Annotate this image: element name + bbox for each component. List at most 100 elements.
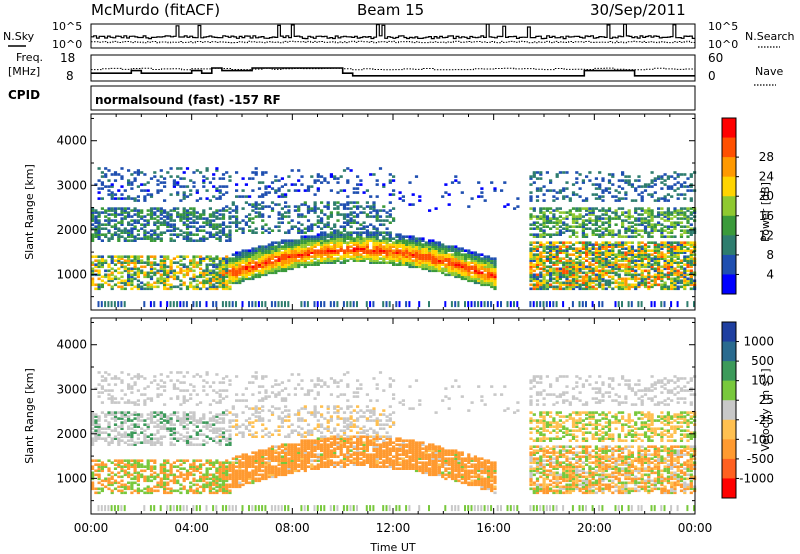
power-cell [205, 223, 209, 226]
power-cell [369, 173, 373, 176]
power-cell [591, 273, 595, 277]
freq-trace [91, 67, 695, 77]
power-cell [611, 277, 615, 281]
power-cell [270, 301, 273, 308]
velocity-cell [127, 459, 131, 462]
power-cell [336, 181, 340, 184]
power-cell [107, 275, 111, 279]
power-cell [657, 275, 661, 279]
power-cell [261, 201, 265, 204]
power-cell [542, 193, 546, 196]
power-cell [336, 219, 340, 222]
power-cell [477, 275, 481, 279]
velocity-cell [94, 437, 98, 440]
power-cell [120, 221, 124, 224]
power-cell [342, 253, 347, 256]
power-cell [254, 253, 258, 256]
power-cell [293, 189, 297, 192]
power-cell [346, 233, 350, 236]
power-cell [637, 217, 641, 220]
power-cell [617, 207, 621, 210]
power-cell [104, 281, 108, 285]
power-cell [650, 213, 654, 216]
power-cell [653, 223, 657, 226]
power-cell [133, 277, 137, 281]
power-cell [323, 237, 327, 240]
power-colorbar-label: 28 [759, 150, 774, 164]
power-colorbar-label: 12 [759, 228, 774, 242]
power-cell [372, 251, 376, 254]
power-cell [136, 213, 140, 216]
velocity-cell [113, 467, 118, 470]
power-cell [221, 233, 226, 236]
power-cell [270, 229, 275, 232]
power-cell [457, 263, 461, 266]
power-cell [205, 281, 209, 285]
power-cell [244, 221, 248, 224]
power-cell [676, 257, 680, 260]
power-cell [205, 221, 209, 224]
power-cell [581, 181, 585, 184]
power-cell [228, 261, 232, 264]
power-cell [130, 261, 134, 264]
power-cell [205, 267, 209, 271]
power-cell [621, 241, 625, 244]
power-cell [297, 243, 301, 246]
power-cell [127, 271, 131, 275]
power-cell [477, 267, 481, 271]
power-cell [653, 269, 657, 273]
power-cell [143, 237, 147, 240]
power-cell [529, 207, 533, 210]
power-cell [663, 261, 667, 264]
power-cell [607, 223, 612, 226]
power-cell [447, 203, 451, 206]
power-cell [212, 263, 216, 266]
power-cell [634, 209, 638, 212]
power-cell [486, 259, 491, 262]
power-cell [382, 257, 386, 260]
power-cell [316, 243, 320, 246]
power-cell [441, 269, 445, 273]
power-cell [621, 279, 625, 283]
power-cell [205, 189, 209, 192]
power-cell [611, 247, 615, 250]
velocity-cell [127, 475, 131, 479]
power-cell [392, 241, 396, 244]
power-cell [565, 247, 569, 250]
velocity-cell [91, 439, 95, 442]
power-cell [683, 281, 687, 285]
power-cell [199, 257, 203, 260]
power-cell [205, 197, 209, 200]
power-cell [310, 207, 314, 210]
power-cell [657, 255, 661, 258]
power-cell [143, 215, 147, 218]
power-cell [267, 257, 271, 260]
power-cell [637, 251, 641, 254]
power-cell [339, 231, 343, 234]
power-cell [349, 207, 353, 210]
velocity-cell [100, 411, 104, 414]
velocity-cell [113, 397, 118, 400]
velocity-cell [104, 439, 108, 442]
power-cell [235, 263, 239, 266]
power-cell [320, 237, 324, 240]
power-cell [297, 179, 301, 182]
power-cell [431, 259, 435, 262]
power-cell [313, 203, 317, 206]
power-cell [565, 275, 569, 279]
power-cell [483, 277, 487, 281]
power-cell [604, 233, 608, 236]
power-cell [202, 285, 206, 289]
power-cell [123, 269, 127, 273]
power-cell [624, 287, 628, 291]
power-cell [120, 275, 124, 279]
power-cell [594, 233, 598, 236]
power-cell [414, 253, 419, 256]
power-cell [218, 213, 222, 216]
power-cell [179, 259, 183, 262]
power-cell [123, 259, 127, 262]
power-cell [535, 241, 540, 244]
power-cell [683, 271, 687, 275]
power-cell [329, 247, 333, 250]
power-cell [395, 255, 399, 258]
